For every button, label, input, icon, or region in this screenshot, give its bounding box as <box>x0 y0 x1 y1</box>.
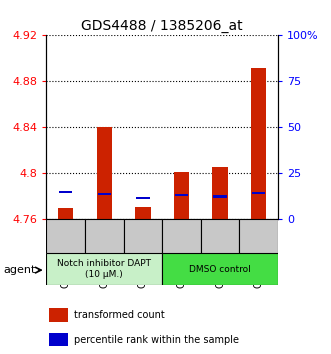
Bar <box>162 253 278 285</box>
Bar <box>49 308 68 322</box>
Bar <box>85 219 123 253</box>
Bar <box>201 219 239 253</box>
Bar <box>49 333 68 347</box>
Bar <box>251 68 266 219</box>
Bar <box>59 191 72 193</box>
Bar <box>135 207 151 219</box>
Bar <box>175 194 188 196</box>
Bar <box>97 127 112 219</box>
Bar <box>252 192 265 194</box>
Bar <box>46 253 162 285</box>
Bar <box>58 208 73 219</box>
Title: GDS4488 / 1385206_at: GDS4488 / 1385206_at <box>81 19 243 33</box>
Bar <box>136 196 150 199</box>
Bar <box>213 195 227 198</box>
Text: agent: agent <box>3 265 36 275</box>
Text: Notch inhibitor DAPT
(10 μM.): Notch inhibitor DAPT (10 μM.) <box>57 259 151 279</box>
Bar <box>239 219 278 253</box>
Bar <box>162 219 201 253</box>
Bar <box>213 166 228 219</box>
Bar <box>46 219 85 253</box>
Text: transformed count: transformed count <box>73 310 165 320</box>
Text: percentile rank within the sample: percentile rank within the sample <box>73 335 239 344</box>
Bar <box>174 172 189 219</box>
Text: DMSO control: DMSO control <box>189 264 251 274</box>
Bar <box>98 193 111 195</box>
Bar <box>123 219 162 253</box>
